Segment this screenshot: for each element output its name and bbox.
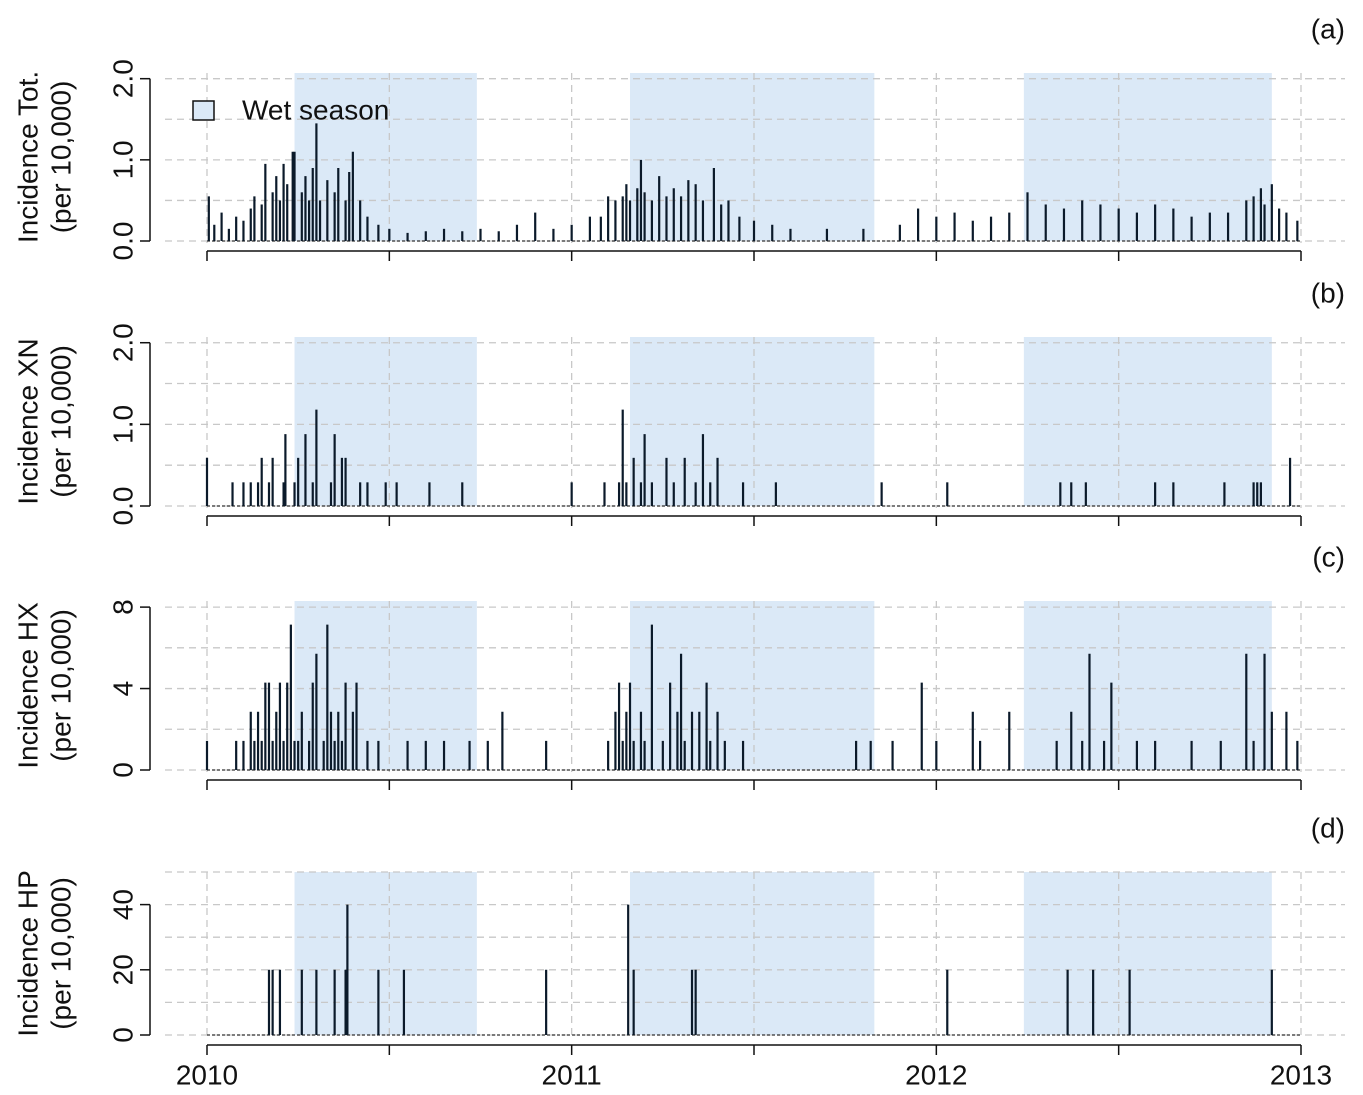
- y-axis-label: (per 10,000): [45, 81, 76, 234]
- y-tick-label: 1.0: [107, 405, 138, 444]
- y-tick-label: 0.0: [107, 487, 138, 526]
- y-tick-label: 8: [107, 599, 138, 615]
- panel-label: (b): [1311, 277, 1345, 308]
- wet-season: [630, 73, 875, 241]
- y-tick-label: 2.0: [107, 59, 138, 98]
- x-tick-label: 2012: [905, 1059, 967, 1090]
- wet-season: [294, 601, 477, 770]
- panel-label: (a): [1311, 13, 1345, 44]
- panel-label: (d): [1311, 812, 1345, 843]
- panel-label: (c): [1312, 541, 1345, 572]
- y-tick-label: 0.0: [107, 222, 138, 261]
- wet-season: [1023, 337, 1272, 506]
- wet-season: [630, 601, 875, 770]
- y-tick-label: 0: [107, 1027, 138, 1043]
- y-axis-label: Incidence HX: [12, 602, 43, 769]
- legend-label: Wet season: [242, 94, 389, 125]
- wet-season: [1023, 601, 1272, 770]
- wet-season: [630, 872, 875, 1035]
- x-tick-label: 2010: [176, 1059, 238, 1090]
- wet-season: [294, 872, 477, 1035]
- x-tick-label: 2011: [542, 1059, 602, 1090]
- x-tick-label: 2013: [1270, 1059, 1332, 1090]
- wet-season: [1023, 73, 1272, 241]
- y-tick-label: 2.0: [107, 323, 138, 362]
- wet-season: [294, 73, 477, 241]
- y-axis-label: Incidence Tot.: [12, 71, 43, 243]
- y-axis-label: Incidence HP: [12, 870, 43, 1037]
- wet-season: [630, 337, 875, 506]
- legend-swatch: [192, 100, 215, 121]
- y-axis-label: (per 10,000): [45, 345, 76, 498]
- y-axis-label: Incidence XN: [12, 338, 43, 505]
- y-tick-label: 0: [107, 762, 138, 778]
- y-tick-label: 1.0: [107, 140, 138, 179]
- y-axis-label: (per 10,000): [45, 609, 76, 762]
- y-axis-label: (per 10,000): [45, 877, 76, 1030]
- y-tick-label: 40: [107, 889, 138, 920]
- wet-season: [294, 337, 477, 506]
- wet-season: [1023, 872, 1272, 1035]
- y-tick-label: 20: [107, 954, 138, 985]
- y-tick-label: 4: [107, 681, 138, 697]
